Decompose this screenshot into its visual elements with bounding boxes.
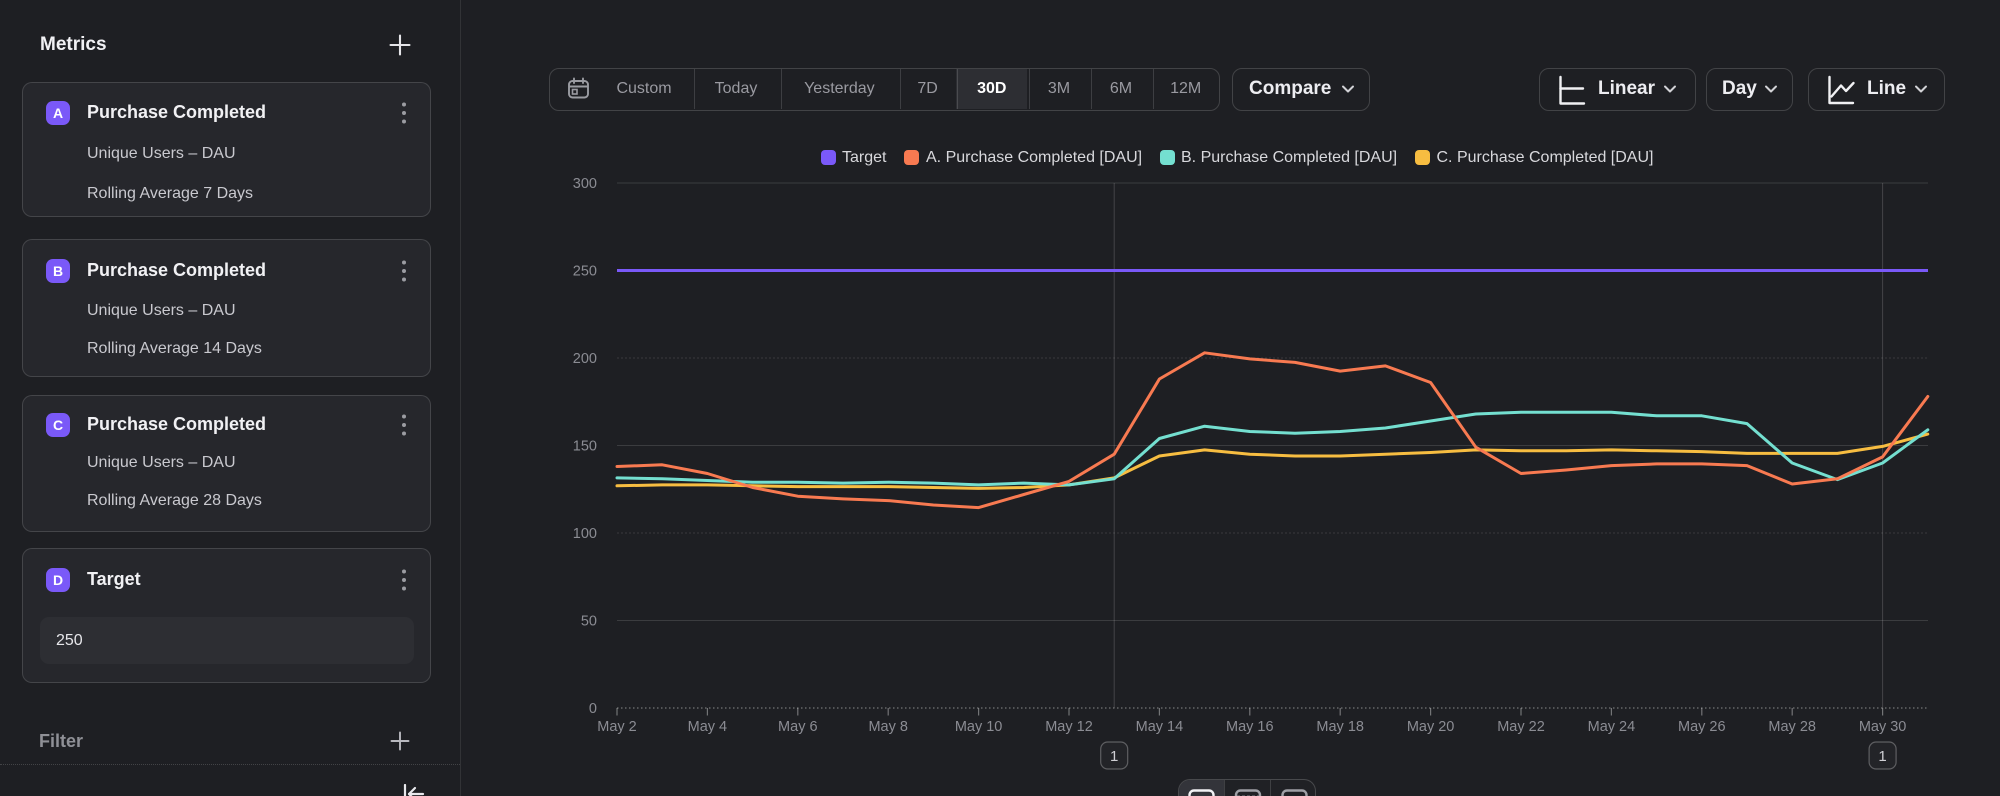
svg-text:May 4: May 4	[688, 719, 728, 735]
svg-text:200: 200	[573, 351, 597, 367]
svg-text:1: 1	[1878, 748, 1886, 765]
svg-text:0: 0	[589, 701, 597, 717]
svg-text:May 12: May 12	[1045, 719, 1093, 735]
svg-text:50: 50	[581, 614, 597, 630]
svg-text:May 22: May 22	[1497, 719, 1545, 735]
svg-text:150: 150	[573, 439, 597, 455]
svg-text:100: 100	[573, 526, 597, 542]
svg-text:May 6: May 6	[778, 719, 818, 735]
svg-text:May 26: May 26	[1678, 719, 1726, 735]
svg-text:May 16: May 16	[1226, 719, 1274, 735]
svg-text:May 14: May 14	[1136, 719, 1184, 735]
svg-text:May 30: May 30	[1859, 719, 1907, 735]
svg-text:May 24: May 24	[1588, 719, 1636, 735]
svg-text:May 2: May 2	[597, 719, 637, 735]
svg-text:May 10: May 10	[955, 719, 1003, 735]
svg-text:May 28: May 28	[1768, 719, 1816, 735]
svg-text:May 8: May 8	[868, 719, 908, 735]
svg-text:250: 250	[573, 264, 597, 280]
svg-text:May 18: May 18	[1316, 719, 1364, 735]
svg-text:May 20: May 20	[1407, 719, 1455, 735]
svg-text:1: 1	[1110, 748, 1118, 765]
svg-text:300: 300	[573, 176, 597, 192]
